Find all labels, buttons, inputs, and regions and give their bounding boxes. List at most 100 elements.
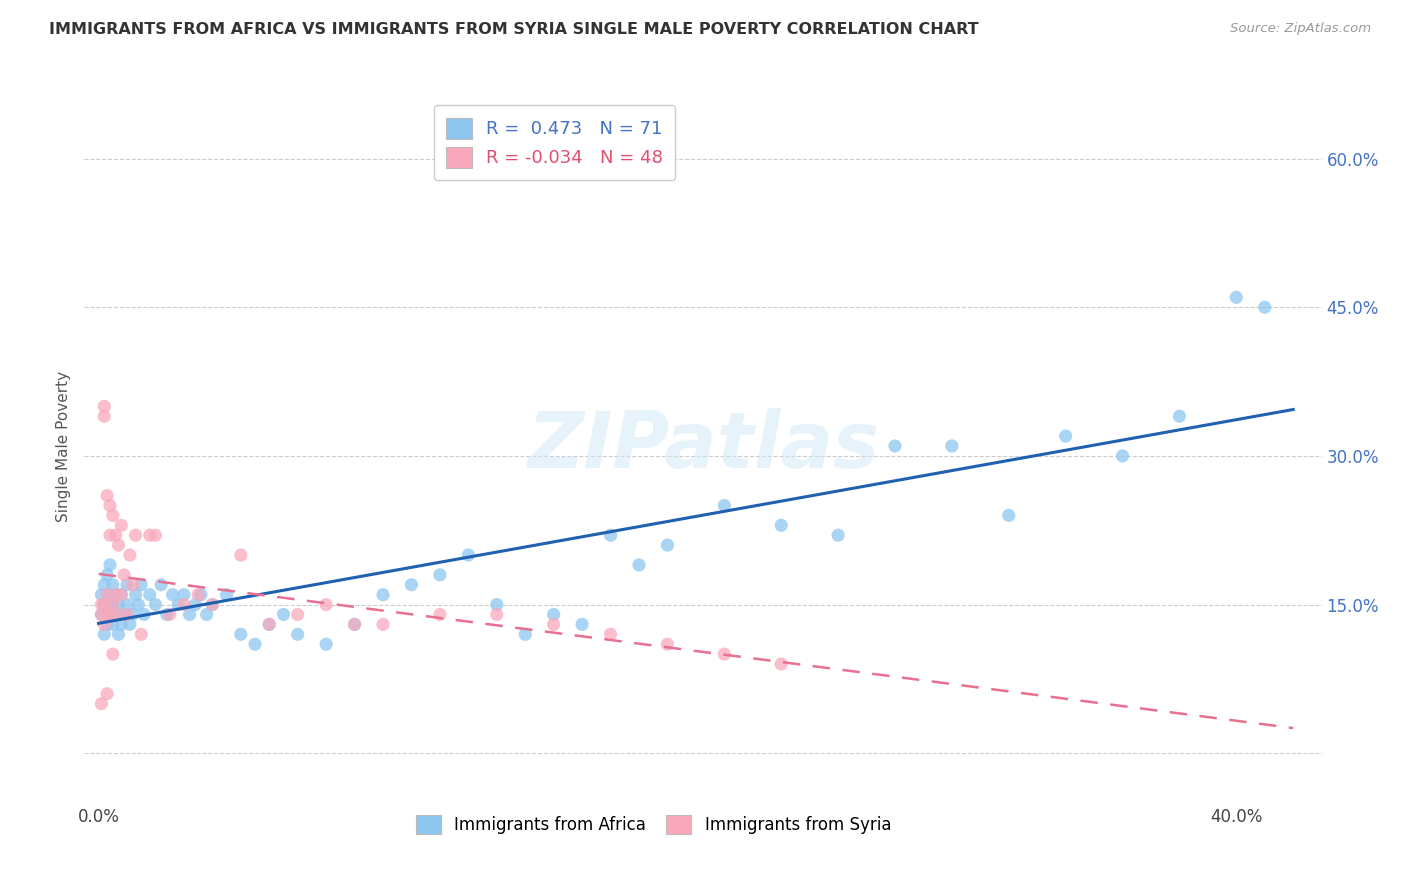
Point: [884, 439, 907, 453]
Point: [110, 588, 132, 602]
Point: [429, 607, 451, 622]
Point: [156, 607, 179, 622]
Point: [127, 598, 149, 612]
Point: [201, 598, 224, 612]
Point: [315, 598, 337, 612]
Text: Source: ZipAtlas.com: Source: ZipAtlas.com: [1230, 22, 1371, 36]
Point: [132, 607, 155, 622]
Point: [101, 508, 124, 523]
Point: [104, 588, 127, 602]
Point: [713, 647, 735, 661]
Point: [107, 627, 129, 641]
Point: [1225, 290, 1247, 304]
Point: [121, 578, 143, 592]
Point: [101, 598, 124, 612]
Point: [96, 588, 118, 602]
Point: [371, 617, 394, 632]
Point: [543, 617, 565, 632]
Point: [98, 607, 121, 622]
Point: [104, 528, 127, 542]
Point: [1111, 449, 1133, 463]
Point: [159, 607, 181, 622]
Text: ZIPatlas: ZIPatlas: [527, 408, 879, 484]
Point: [96, 607, 118, 622]
Point: [997, 508, 1019, 523]
Point: [229, 627, 252, 641]
Point: [173, 598, 195, 612]
Point: [129, 578, 152, 592]
Point: [118, 617, 141, 632]
Point: [101, 617, 124, 632]
Point: [150, 578, 173, 592]
Point: [129, 627, 152, 641]
Point: [90, 598, 112, 612]
Point: [90, 607, 112, 622]
Point: [1168, 409, 1191, 424]
Point: [107, 598, 129, 612]
Point: [1254, 300, 1277, 314]
Point: [599, 627, 621, 641]
Point: [257, 617, 280, 632]
Point: [96, 687, 118, 701]
Point: [90, 697, 112, 711]
Point: [93, 409, 115, 424]
Point: [124, 528, 146, 542]
Point: [112, 567, 135, 582]
Point: [827, 528, 849, 542]
Point: [627, 558, 650, 572]
Point: [145, 598, 167, 612]
Point: [187, 588, 209, 602]
Point: [90, 588, 112, 602]
Point: [184, 598, 207, 612]
Point: [93, 400, 115, 414]
Point: [273, 607, 295, 622]
Point: [96, 489, 118, 503]
Point: [543, 607, 565, 622]
Point: [115, 598, 138, 612]
Point: [107, 607, 129, 622]
Point: [145, 528, 167, 542]
Point: [118, 548, 141, 562]
Point: [229, 548, 252, 562]
Point: [257, 617, 280, 632]
Point: [121, 607, 143, 622]
Point: [104, 588, 127, 602]
Point: [215, 588, 238, 602]
Point: [485, 607, 508, 622]
Point: [98, 499, 121, 513]
Point: [98, 607, 121, 622]
Point: [401, 578, 423, 592]
Point: [112, 607, 135, 622]
Point: [571, 617, 593, 632]
Point: [139, 588, 162, 602]
Point: [201, 598, 224, 612]
Point: [124, 588, 146, 602]
Point: [98, 528, 121, 542]
Legend: Immigrants from Africa, Immigrants from Syria: Immigrants from Africa, Immigrants from …: [409, 808, 897, 841]
Point: [96, 598, 118, 612]
Point: [179, 607, 201, 622]
Point: [110, 518, 132, 533]
Point: [98, 558, 121, 572]
Point: [457, 548, 479, 562]
Point: [770, 518, 793, 533]
Point: [101, 598, 124, 612]
Y-axis label: Single Male Poverty: Single Male Poverty: [56, 370, 72, 522]
Point: [485, 598, 508, 612]
Point: [515, 627, 537, 641]
Point: [343, 617, 366, 632]
Point: [96, 617, 118, 632]
Point: [162, 588, 184, 602]
Point: [115, 578, 138, 592]
Point: [104, 607, 127, 622]
Point: [770, 657, 793, 671]
Point: [107, 538, 129, 552]
Point: [429, 567, 451, 582]
Point: [110, 588, 132, 602]
Point: [139, 528, 162, 542]
Point: [315, 637, 337, 651]
Point: [93, 578, 115, 592]
Point: [93, 598, 115, 612]
Point: [101, 578, 124, 592]
Point: [93, 627, 115, 641]
